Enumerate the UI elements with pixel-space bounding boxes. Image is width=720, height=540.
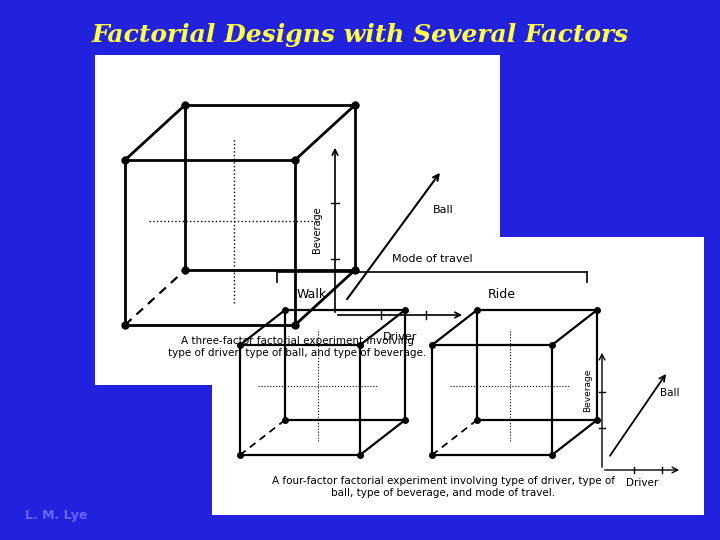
Text: Factorial Designs with Several Factors: Factorial Designs with Several Factors (91, 23, 629, 47)
Bar (212, 237, 704, 515)
Text: Ride: Ride (488, 287, 516, 300)
Text: Driver: Driver (383, 332, 417, 342)
Text: Walk: Walk (297, 287, 327, 300)
Text: Beverage: Beverage (583, 369, 593, 412)
Text: Ball: Ball (660, 388, 679, 397)
Text: Ball: Ball (433, 205, 454, 214)
Text: Beverage: Beverage (312, 207, 322, 253)
Text: A four-factor factorial experiment involving type of driver, type of
ball, type : A four-factor factorial experiment invol… (271, 476, 615, 498)
Text: A three-factor factorial experiment involving
type of driver, type of ball, and : A three-factor factorial experiment invo… (168, 336, 427, 358)
Bar (95, 55, 500, 385)
Text: L. M. Lye: L. M. Lye (25, 509, 87, 522)
Text: Driver: Driver (626, 478, 658, 488)
Text: Mode of travel: Mode of travel (392, 254, 472, 264)
